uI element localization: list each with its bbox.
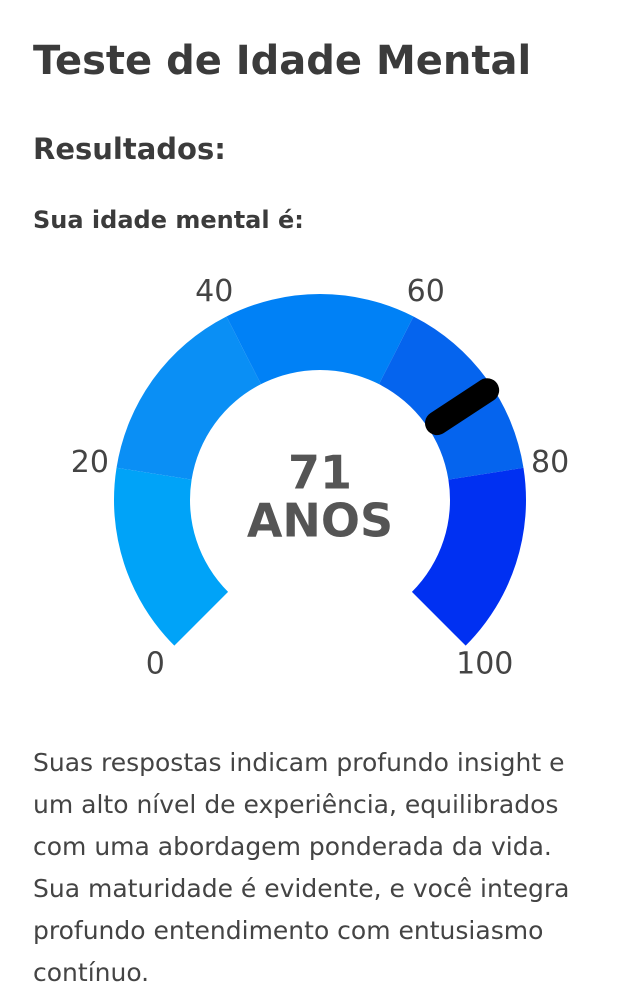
gauge-band [114, 467, 229, 646]
description-line: profundo entendimento com entusiasmo [33, 916, 544, 945]
description-line: Suas respostas indicam profundo insight … [33, 748, 565, 777]
tick-label: 60 [407, 274, 445, 309]
title: Teste de Idade Mental [33, 38, 532, 84]
tick-label: 0 [146, 646, 165, 681]
tick-label: 80 [531, 445, 569, 480]
gauge-band [116, 316, 261, 480]
description-line: Sua maturidade é evidente, e você integr… [33, 874, 570, 903]
description: Suas respostas indicam profundo insight … [33, 742, 569, 994]
gauge-band [226, 294, 414, 385]
description-line: um alto nível de experiência, equilibrad… [33, 790, 559, 819]
label: Sua idade mental é: [33, 206, 304, 234]
tick-label: 100 [456, 646, 513, 681]
gauge-band [411, 467, 526, 646]
tick-label: 20 [71, 445, 109, 480]
description-line: com uma abordagem ponderada da vida. [33, 832, 552, 861]
gauge-unit: ANOS [247, 494, 393, 548]
description-line: contínuo. [33, 958, 150, 987]
tick-label: 40 [195, 274, 233, 309]
gauge-band [379, 316, 524, 480]
needle [425, 378, 500, 436]
subtitle: Resultados: [33, 132, 226, 166]
gauge-value: 71 [288, 446, 352, 500]
